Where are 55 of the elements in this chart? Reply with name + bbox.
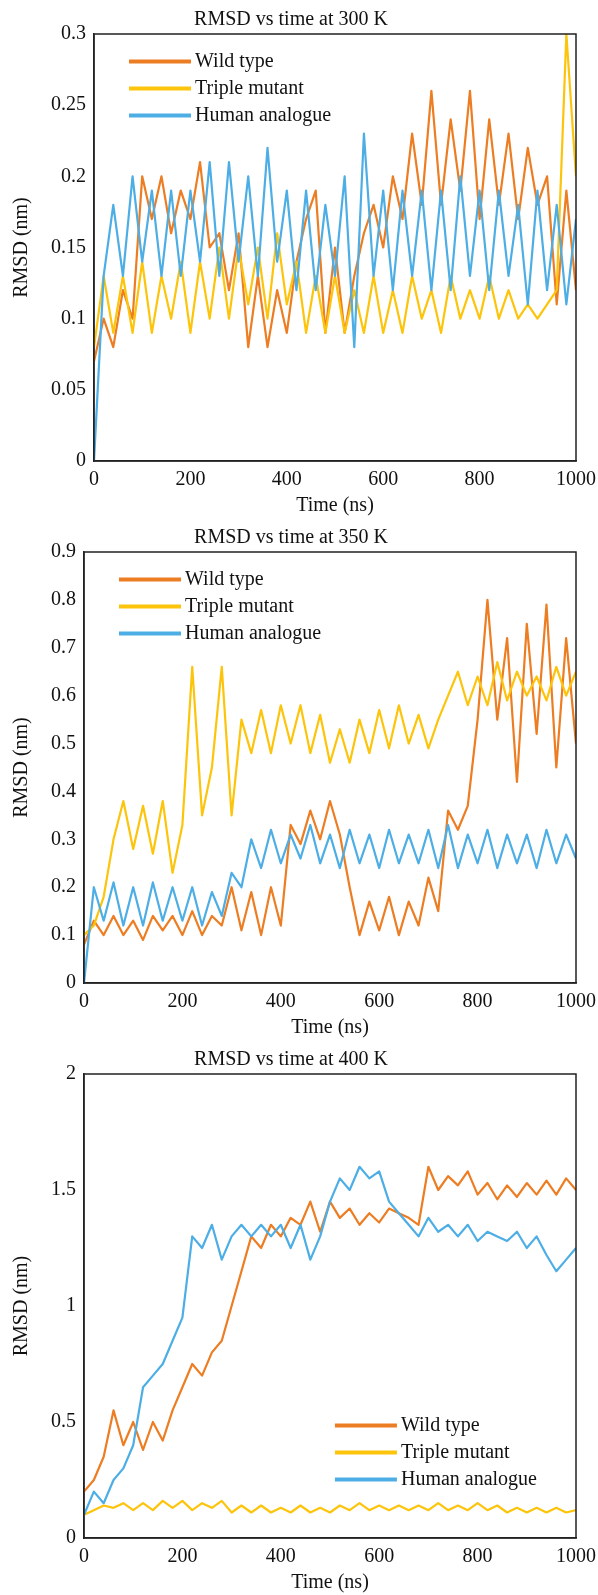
x-tick-label: 800 <box>462 1544 493 1567</box>
x-tick-label: 200 <box>167 1544 198 1567</box>
x-tick-label: 400 <box>265 989 296 1012</box>
x-tick-label: 600 <box>364 989 395 1012</box>
x-tick-label: 1000 <box>556 1544 596 1567</box>
legend-label: Wild type <box>195 48 274 72</box>
y-tick-label: 0 <box>66 1525 76 1548</box>
legend-label: Triple mutant <box>195 75 305 99</box>
y-axis-title: RMSD (nm) <box>9 717 33 818</box>
y-tick-label: 2 <box>66 1061 76 1084</box>
x-tick-label: 400 <box>265 1544 296 1567</box>
x-tick-label: 800 <box>462 989 493 1012</box>
y-tick-label: 1 <box>66 1293 76 1316</box>
x-tick-label: 1000 <box>556 467 596 490</box>
chart-title: RMSD vs time at 400 K <box>194 1047 389 1070</box>
chart-title: RMSD vs time at 300 K <box>194 7 389 30</box>
x-tick-label: 200 <box>175 467 206 490</box>
y-tick-label: 0.1 <box>61 305 86 328</box>
y-tick-label: 0.6 <box>51 682 76 705</box>
y-tick-label: 0.25 <box>51 92 86 115</box>
x-axis-title: Time (ns) <box>291 1015 369 1039</box>
legend-label: Wild type <box>185 566 264 590</box>
legend-label: Human analogue <box>185 620 322 644</box>
x-axis-title: Time (ns) <box>296 493 374 517</box>
y-tick-label: 0.3 <box>51 826 76 849</box>
x-tick-label: 1000 <box>556 989 596 1012</box>
y-tick-label: 0.5 <box>51 1409 76 1432</box>
legend-label: Human analogue <box>400 1466 538 1490</box>
x-tick-label: 600 <box>364 1544 395 1567</box>
y-tick-label: 0 <box>66 970 76 993</box>
y-tick-label: 0.05 <box>51 377 86 400</box>
y-tick-label: 0.5 <box>51 730 76 753</box>
chart-title: RMSD vs time at 350 K <box>194 525 389 548</box>
legend-label: Triple mutant <box>400 1439 511 1463</box>
y-tick-label: 0.2 <box>51 874 76 897</box>
y-tick-label: 0.15 <box>51 234 86 257</box>
y-tick-label: 0.4 <box>51 778 76 801</box>
x-tick-label: 600 <box>368 467 399 490</box>
legend-label: Human analogue <box>195 102 332 126</box>
legend-label: Wild type <box>400 1412 480 1436</box>
x-tick-label: 200 <box>167 989 198 1012</box>
y-axis-title: RMSD (nm) <box>9 197 33 298</box>
x-tick-label: 800 <box>464 467 495 490</box>
x-axis-title: Time (ns) <box>291 1570 369 1594</box>
y-tick-label: 0.8 <box>51 587 76 610</box>
y-tick-label: 0.2 <box>61 163 86 186</box>
legend-label: Triple mutant <box>185 593 295 617</box>
x-tick-label: 400 <box>271 467 302 490</box>
y-tick-label: 0 <box>76 448 86 471</box>
y-axis-title: RMSD (nm) <box>9 1255 33 1357</box>
y-tick-label: 0.7 <box>51 635 76 658</box>
y-tick-label: 0.3 <box>61 21 86 44</box>
y-tick-label: 1.5 <box>51 1177 76 1200</box>
y-tick-label: 0.1 <box>51 922 76 945</box>
y-tick-label: 0.9 <box>51 539 76 562</box>
